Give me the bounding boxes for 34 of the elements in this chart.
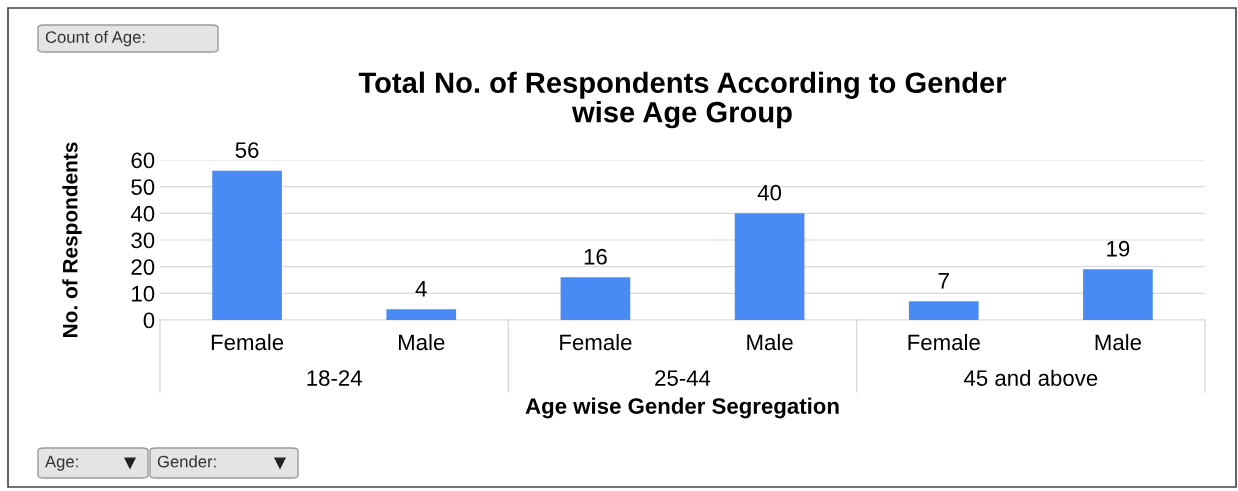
y-tick-label: 10 [132,285,155,302]
text: Gender: [157,455,216,468]
chart-title: Total No. of Respondents According to Gender wise Age Group [358,71,1007,129]
x-tick-label: Male [747,333,793,351]
bar [734,213,805,320]
text: Count of Age: [45,30,145,47]
x-tick-label: Male [1095,333,1142,351]
text: 18-24 [307,370,362,386]
data-label: 56 [235,142,259,158]
data-label: 19 [1107,240,1130,257]
y-axis-title: No. of Respondents [62,142,82,337]
y-tick-label: 60 [131,152,155,169]
y-tick-label: 20 [131,259,155,275]
bar [560,277,631,320]
y-tick-label: 40 [130,205,155,222]
data-label: 7 [938,273,949,289]
bar [386,309,457,320]
bar [212,170,282,320]
x-tick-label: Female [211,333,284,351]
bar [1083,269,1153,320]
text: 25-44 [655,370,711,386]
data-label: 16 [584,248,607,265]
y-tick-label: 30 [131,232,155,249]
data-label: 40 [757,184,782,201]
x-tick-label: Male [398,333,445,351]
text: Age: [45,455,78,471]
y-tick-label: 50 [131,179,155,195]
x-tick-label: Female [908,333,980,351]
bar [908,301,979,320]
data-label: 4 [415,281,427,297]
x-tick-label: Female [560,333,632,351]
x-axis-title: Age wise Gender Segregation [525,397,839,419]
text: 45 and above [964,369,1098,386]
y-tick-label: 0 [143,312,155,329]
